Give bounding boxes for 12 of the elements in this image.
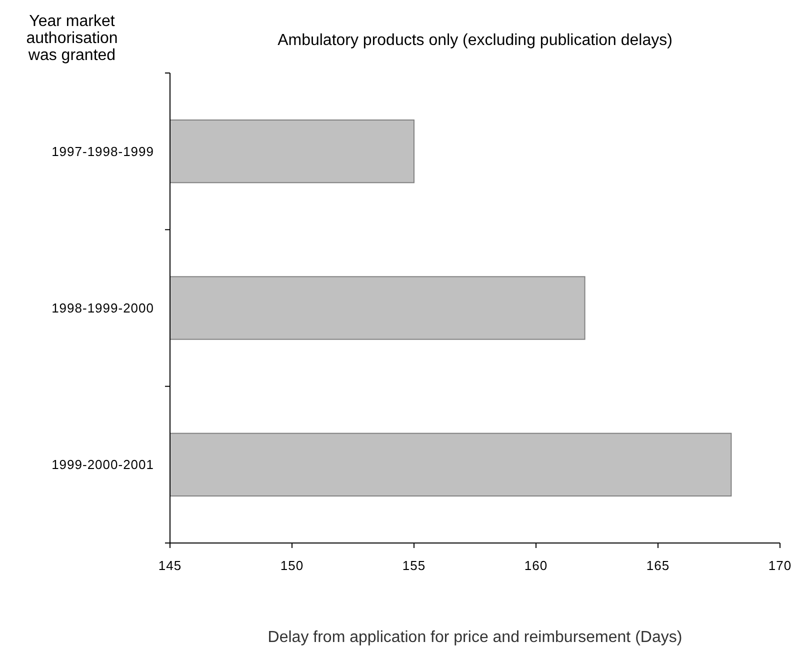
x-tick-label: 145 [158, 558, 182, 573]
x-tick-label: 155 [402, 558, 426, 573]
x-tick-label: 170 [768, 558, 792, 573]
y-tick-label: 1999-2000-2001 [52, 457, 154, 472]
y-axis-title: Year market authorisation was granted [26, 13, 118, 64]
y-tick-label: 1997-1998-1999 [52, 144, 154, 159]
x-axis-title: Delay from application for price and reimbursement (Days) [268, 629, 682, 646]
x-tick-label: 150 [280, 558, 304, 573]
chart-title: Ambulatory products only (excluding publication delays) [278, 32, 672, 49]
y-tick-label: 1998-1999-2000 [52, 300, 154, 316]
x-tick-label: 165 [646, 558, 670, 573]
x-tick-label: 160 [524, 558, 548, 573]
